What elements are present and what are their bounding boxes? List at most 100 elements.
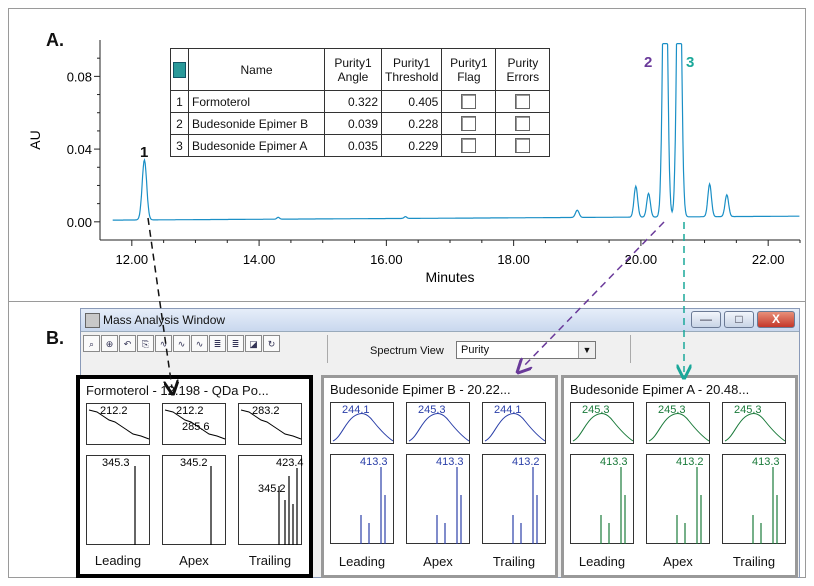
ms-spectrum-box — [646, 454, 710, 544]
ms-spectrum-box — [482, 454, 546, 544]
flag-checkbox[interactable] — [461, 116, 477, 132]
tool-erase-icon[interactable]: ◪ — [245, 335, 262, 352]
uv-spectrum-line — [572, 413, 634, 442]
spectrum-view-label: Spectrum View — [370, 345, 444, 357]
peak-label-1: 1 — [140, 144, 149, 161]
ms-spectrum-box — [722, 454, 786, 544]
uv-spectrum-plot — [724, 413, 786, 442]
uv-spectrum-line — [332, 413, 394, 442]
ms-spectrum-plot — [210, 466, 212, 545]
x-axis-label: Minutes — [425, 269, 474, 285]
uv-spectrum-plot — [572, 413, 634, 442]
row-errors-cell — [495, 90, 551, 113]
uv-spectrum-box — [722, 402, 786, 444]
x-tick-label: 12.00 — [116, 252, 149, 267]
ms-spectrum-plot — [600, 467, 626, 544]
tool-back-icon[interactable]: ↶ — [119, 335, 136, 352]
uv-spectrum-plot — [648, 413, 710, 442]
window-title: Mass Analysis Window — [103, 313, 226, 327]
uv-lambda-label: 245.3 — [658, 404, 686, 416]
tool-xic-icon[interactable]: ∿ — [191, 335, 208, 352]
row-threshold: 0.228 — [380, 112, 443, 135]
uv-spectrum-box — [330, 402, 394, 444]
tool-uv-icon[interactable]: ∿ — [155, 335, 172, 352]
tool-align-right-icon[interactable]: ≣ — [227, 335, 244, 352]
tool-copy-icon[interactable]: ⎘ — [137, 335, 154, 352]
spectrum-position-label: Apex — [179, 553, 209, 568]
panel-label-b: B. — [46, 328, 64, 348]
row-flag-cell — [441, 90, 497, 113]
uv-lambda-label: 245.3 — [582, 404, 610, 416]
flag-checkbox[interactable] — [461, 94, 477, 110]
tool-refresh-icon[interactable]: ↻ — [263, 335, 280, 352]
tool-tic-icon[interactable]: ∿ — [173, 335, 190, 352]
ms-spectrum-box — [238, 455, 302, 545]
chevron-down-icon[interactable]: ▼ — [578, 342, 595, 358]
tool-align-left-icon[interactable]: ≣ — [209, 335, 226, 352]
uv-spectrum-line — [484, 413, 546, 442]
row-angle: 0.035 — [324, 134, 382, 157]
ms-spectrum-plot — [512, 467, 538, 544]
row-errors-cell — [495, 134, 551, 157]
row-index: 2 — [170, 112, 189, 135]
ms-spectrum-box — [570, 454, 634, 544]
errors-checkbox[interactable] — [515, 138, 531, 154]
uv-spectrum-box — [406, 402, 470, 444]
ms-mz-label: 345.2 — [258, 483, 286, 495]
row-threshold: 0.229 — [380, 134, 443, 157]
tool-zoom-icon[interactable]: ⌕ — [83, 335, 100, 352]
close-button[interactable]: X — [757, 311, 795, 328]
window-titlebar: Mass Analysis Window — □ X — [81, 309, 799, 332]
spectrum-position-label: Leading — [338, 554, 386, 569]
header-errors: Purity Errors — [495, 48, 551, 91]
uv-spectrum-plot — [164, 409, 226, 440]
spectrum-panel-epimer-b[interactable]: Budesonide Epimer B - 20.22... Leading Ap… — [321, 375, 558, 578]
uv-spectrum-line — [648, 413, 710, 442]
uv-spectrum-box — [162, 403, 226, 445]
ms-spectrum-box — [330, 454, 394, 544]
ms-spectrum-plot — [676, 467, 702, 544]
ms-mz-label: 413.2 — [512, 456, 540, 468]
table-row: 1 Formoterol 0.322 0.405 — [170, 90, 551, 113]
uv-lambda-label: 283.2 — [252, 405, 280, 417]
tool-zoom-in-icon[interactable]: ⊕ — [101, 335, 118, 352]
table-corner — [170, 48, 189, 91]
uv-lambda-label: 285.6 — [182, 421, 210, 433]
uv-spectrum-plot — [484, 413, 546, 442]
spectrum-panel-formoterol[interactable]: Formoterol - 12.198 - QDa Po... Leading A… — [76, 375, 313, 578]
y-axis-label: AU — [27, 130, 43, 149]
uv-spectrum-plot — [408, 413, 470, 442]
uv-lambda-label: 244.1 — [342, 404, 370, 416]
panel-label-a: A. — [46, 30, 64, 50]
y-tick-label: 0.00 — [67, 215, 92, 230]
table-row: 3 Budesonide Epimer A 0.035 0.229 — [170, 134, 551, 157]
y-tick-label: 0.08 — [67, 69, 92, 84]
row-name: Budesonide Epimer B — [188, 112, 325, 135]
uv-spectrum-box — [570, 402, 634, 444]
ms-mz-label: 413.3 — [600, 456, 628, 468]
app-icon — [85, 313, 100, 328]
ms-spectrum-plot — [278, 468, 298, 545]
ms-spectrum-box — [162, 455, 226, 545]
row-flag-cell — [441, 134, 497, 157]
spectrum-position-label: Trailing — [732, 554, 776, 569]
spectrum-position-label: Trailing — [248, 553, 292, 568]
ms-spectrum-box — [86, 455, 150, 545]
spectrum-view-select[interactable]: Purity ▼ — [456, 341, 596, 359]
flag-checkbox[interactable] — [461, 138, 477, 154]
ms-mz-label: 423.4 — [276, 457, 304, 469]
ms-mz-label: 345.3 — [102, 457, 130, 469]
errors-checkbox[interactable] — [515, 116, 531, 132]
spectrum-position-label: Apex — [423, 554, 453, 569]
x-tick-label: 14.00 — [243, 252, 276, 267]
maximize-button[interactable]: □ — [724, 311, 754, 328]
spectrum-panel-epimer-a[interactable]: Budesonide Epimer A - 20.48... Leading Ap… — [561, 375, 798, 578]
uv-spectrum-plot — [332, 413, 394, 442]
errors-checkbox[interactable] — [515, 94, 531, 110]
row-angle: 0.039 — [324, 112, 382, 135]
ms-spectrum-plot — [360, 467, 386, 544]
header-angle: Purity1 Angle — [324, 48, 382, 91]
minimize-button[interactable]: — — [691, 311, 721, 328]
spectrum-view-group: Spectrum View Purity ▼ — [327, 335, 631, 363]
section-divider — [8, 301, 806, 302]
